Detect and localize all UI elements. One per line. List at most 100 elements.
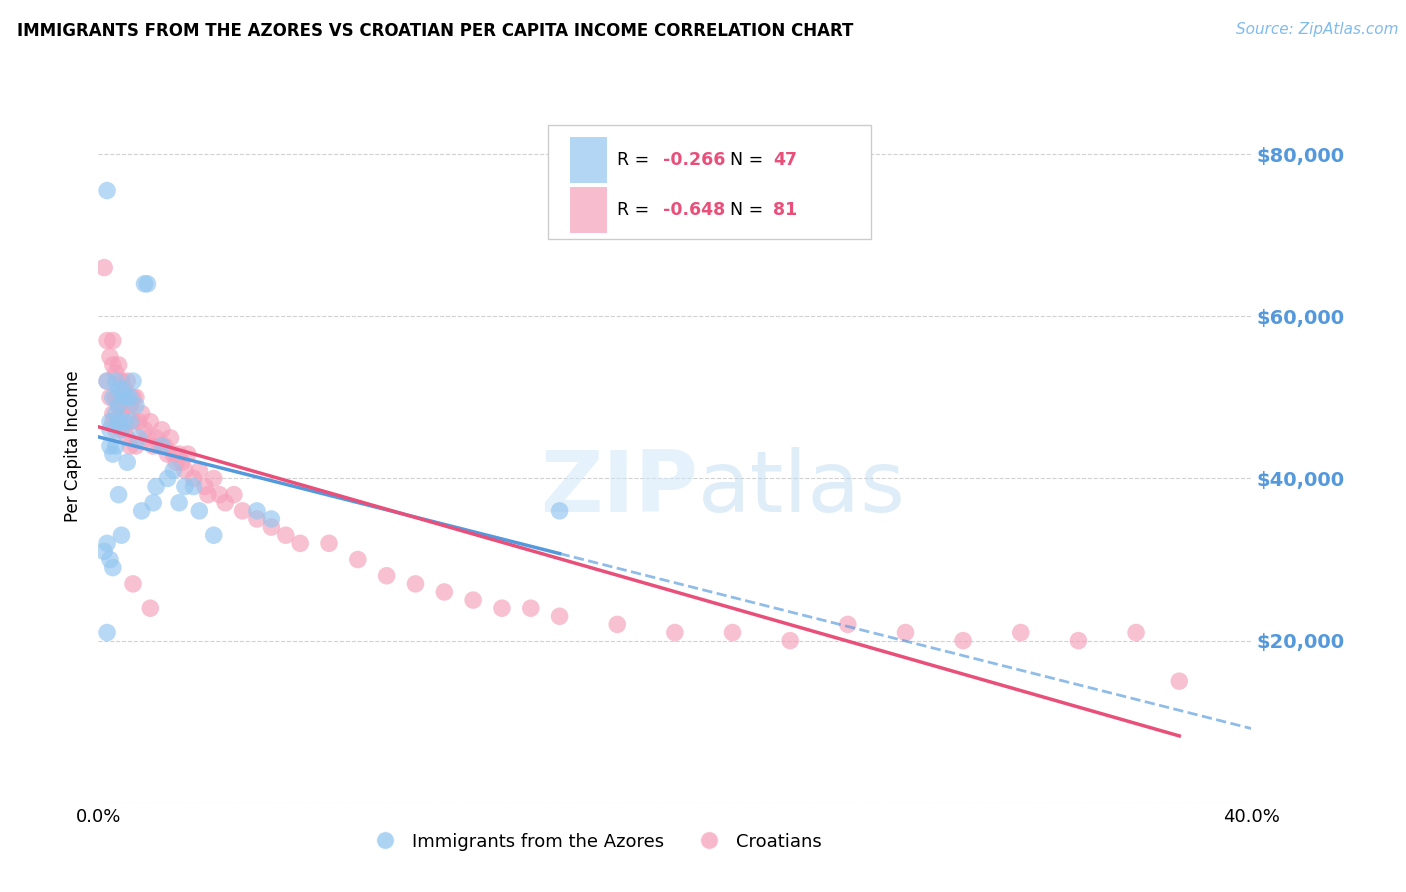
Point <box>93 260 115 275</box>
Point <box>222 488 245 502</box>
Point <box>779 633 801 648</box>
Point <box>346 552 368 566</box>
Point <box>96 625 118 640</box>
Point <box>952 633 974 648</box>
Point <box>150 439 173 453</box>
Point <box>162 447 184 461</box>
Point <box>112 415 135 429</box>
Point <box>98 390 121 404</box>
Point <box>246 512 269 526</box>
Point <box>433 585 456 599</box>
Text: R =: R = <box>617 201 655 219</box>
Point <box>107 399 129 413</box>
Point <box>120 415 142 429</box>
Point <box>136 277 159 291</box>
Point <box>170 455 193 469</box>
Point <box>104 439 127 453</box>
Point <box>125 390 148 404</box>
Point <box>131 504 153 518</box>
Point <box>183 471 205 485</box>
Point <box>153 439 176 453</box>
Point <box>107 488 129 502</box>
Point <box>231 504 254 518</box>
Point <box>246 504 269 518</box>
Point <box>208 488 231 502</box>
FancyBboxPatch shape <box>569 136 607 183</box>
Point <box>134 277 156 291</box>
Point <box>167 447 190 461</box>
Text: 47: 47 <box>773 151 797 169</box>
Point <box>156 471 179 485</box>
Point <box>1067 633 1090 648</box>
Point <box>125 439 148 453</box>
Point <box>145 431 167 445</box>
Point <box>405 577 427 591</box>
Point <box>104 423 127 437</box>
Text: -0.648: -0.648 <box>664 201 725 219</box>
Point <box>194 479 217 493</box>
Point <box>177 447 200 461</box>
Point <box>101 334 124 348</box>
Point <box>107 399 129 413</box>
Point <box>159 431 181 445</box>
Point <box>1168 674 1191 689</box>
Point <box>107 382 129 396</box>
Point <box>104 390 127 404</box>
Point <box>98 439 121 453</box>
Point <box>122 415 145 429</box>
Point <box>131 407 153 421</box>
Point <box>894 625 917 640</box>
Point <box>162 463 184 477</box>
Point <box>104 407 127 421</box>
Point <box>125 399 148 413</box>
Point <box>117 374 139 388</box>
Point <box>122 390 145 404</box>
Point <box>128 415 150 429</box>
Point <box>110 374 132 388</box>
Text: -0.266: -0.266 <box>664 151 725 169</box>
Point <box>134 423 156 437</box>
Point <box>98 423 121 437</box>
Point <box>837 617 859 632</box>
Point <box>93 544 115 558</box>
Point <box>136 431 159 445</box>
Point <box>122 577 145 591</box>
Point <box>142 439 165 453</box>
Point <box>197 488 219 502</box>
Point <box>122 374 145 388</box>
Point <box>96 334 118 348</box>
Point <box>104 374 127 388</box>
Point <box>260 520 283 534</box>
Point <box>120 390 142 404</box>
Point <box>274 528 297 542</box>
Point <box>101 415 124 429</box>
Point <box>112 390 135 404</box>
Point <box>461 593 484 607</box>
Text: atlas: atlas <box>697 447 905 531</box>
Point <box>548 504 571 518</box>
Point <box>142 496 165 510</box>
Text: Source: ZipAtlas.com: Source: ZipAtlas.com <box>1236 22 1399 37</box>
Point <box>120 399 142 413</box>
Point <box>148 439 170 453</box>
Point <box>107 415 129 429</box>
Point <box>117 390 139 404</box>
Point <box>101 560 124 574</box>
Point <box>101 447 124 461</box>
Point <box>96 536 118 550</box>
Text: 81: 81 <box>773 201 797 219</box>
Point <box>117 431 139 445</box>
Point <box>101 407 124 421</box>
Point <box>110 407 132 421</box>
Point <box>202 528 225 542</box>
Point <box>491 601 513 615</box>
Point <box>290 536 312 550</box>
Point <box>110 528 132 542</box>
Y-axis label: Per Capita Income: Per Capita Income <box>65 370 83 522</box>
Point <box>167 496 190 510</box>
Point <box>104 366 127 380</box>
Point <box>107 415 129 429</box>
Point <box>139 415 162 429</box>
Point <box>98 350 121 364</box>
Point <box>98 552 121 566</box>
